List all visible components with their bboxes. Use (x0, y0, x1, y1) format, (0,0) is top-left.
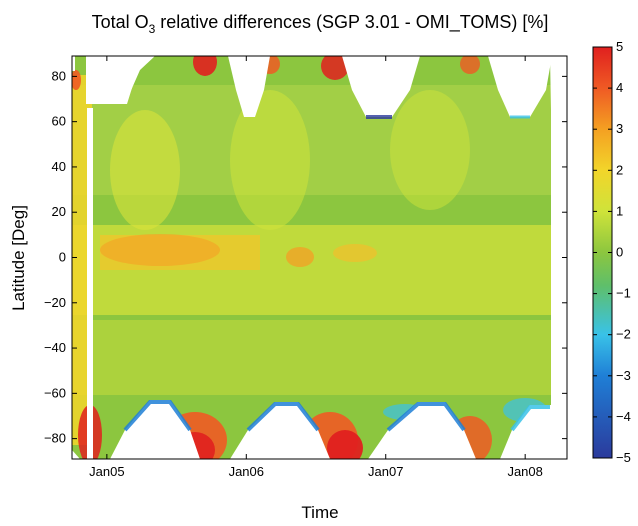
colorbar-tick-label: −5 (616, 450, 631, 465)
field-north-red-3 (321, 56, 349, 80)
field-north-red-1 (193, 56, 217, 76)
y-tick-label: −60 (44, 385, 66, 400)
colorbar-tick-label: 3 (616, 121, 623, 136)
mask-north-2 (228, 56, 270, 117)
field-north-orange-left (72, 70, 81, 90)
mask-south-left (72, 450, 80, 459)
y-tick-label: −40 (44, 340, 66, 355)
field-north-red-4 (460, 56, 480, 74)
colorbar-tick-label: −3 (616, 368, 631, 383)
chart-title-rest: relative differences (SGP 3.01 - OMI_TOM… (155, 12, 548, 33)
mask-north-4 (488, 56, 552, 117)
colorbar-tick-label: −1 (616, 286, 631, 301)
x-axis-label: Time (301, 503, 338, 522)
y-tick-label: 40 (52, 159, 66, 174)
field-equator-patch-3 (333, 244, 377, 262)
field-mid-yellow-1 (110, 110, 180, 230)
rim-south-2 (246, 402, 320, 432)
chart-title: Total O3 relative differences (SGP 3.01 … (92, 12, 549, 36)
mask-south-4 (500, 405, 567, 459)
y-axis-label: Latitude [Deg] (9, 205, 28, 311)
y-tick-label: 80 (52, 68, 66, 83)
heatmap-field (72, 56, 567, 459)
field-southern-band (72, 320, 567, 395)
mask-data-gap (87, 108, 93, 459)
mask-right-edge-top (548, 56, 567, 459)
x-tick-label: Jan05 (89, 464, 124, 479)
colorbar-tick-label: −4 (616, 409, 631, 424)
colorbar-tick-label: 5 (616, 39, 623, 54)
mask-north-1 (86, 56, 142, 104)
mask-south-3 (368, 402, 476, 459)
y-tick-label: −80 (44, 431, 66, 446)
colorbar-ticks: 5 4 3 2 1 0 −1 −2 −3 −4 −5 (593, 39, 631, 465)
y-tick-label: 0 (59, 250, 66, 265)
y-axis-ticks: 80 60 40 20 0 −20 −40 −60 −80 (44, 68, 567, 446)
rim-south-4 (510, 405, 550, 432)
mask-left-edge-top (72, 56, 75, 71)
colorbar-tick-label: 2 (616, 162, 623, 177)
rim-south-1 (123, 400, 192, 432)
x-tick-label: Jan08 (507, 464, 542, 479)
mask-north-3 (342, 56, 420, 117)
x-tick-label: Jan06 (229, 464, 264, 479)
field-south-red-5 (327, 430, 363, 459)
x-axis-ticks: Jan05 Jan06 Jan07 Jan08 (89, 56, 543, 479)
colorbar-tick-label: 4 (616, 80, 623, 95)
field-equator-patch-2 (286, 247, 314, 267)
chart-title-main: Total O (92, 12, 149, 32)
y-tick-label: 20 (52, 204, 66, 219)
colorbar-tick-label: −2 (616, 327, 631, 342)
y-tick-label: 60 (52, 114, 66, 129)
y-tick-label: −20 (44, 295, 66, 310)
x-tick-label: Jan07 (368, 464, 403, 479)
colorbar-tick-label: 0 (616, 245, 623, 260)
colorbar-tick-label: 1 (616, 203, 623, 218)
rim-south-3 (386, 402, 466, 432)
chart-title-subscript: 3 (149, 22, 156, 36)
field-equator-hotspot (100, 234, 220, 266)
field-mid-yellow-3 (390, 90, 470, 210)
field-mid-yellow-2 (230, 90, 310, 230)
